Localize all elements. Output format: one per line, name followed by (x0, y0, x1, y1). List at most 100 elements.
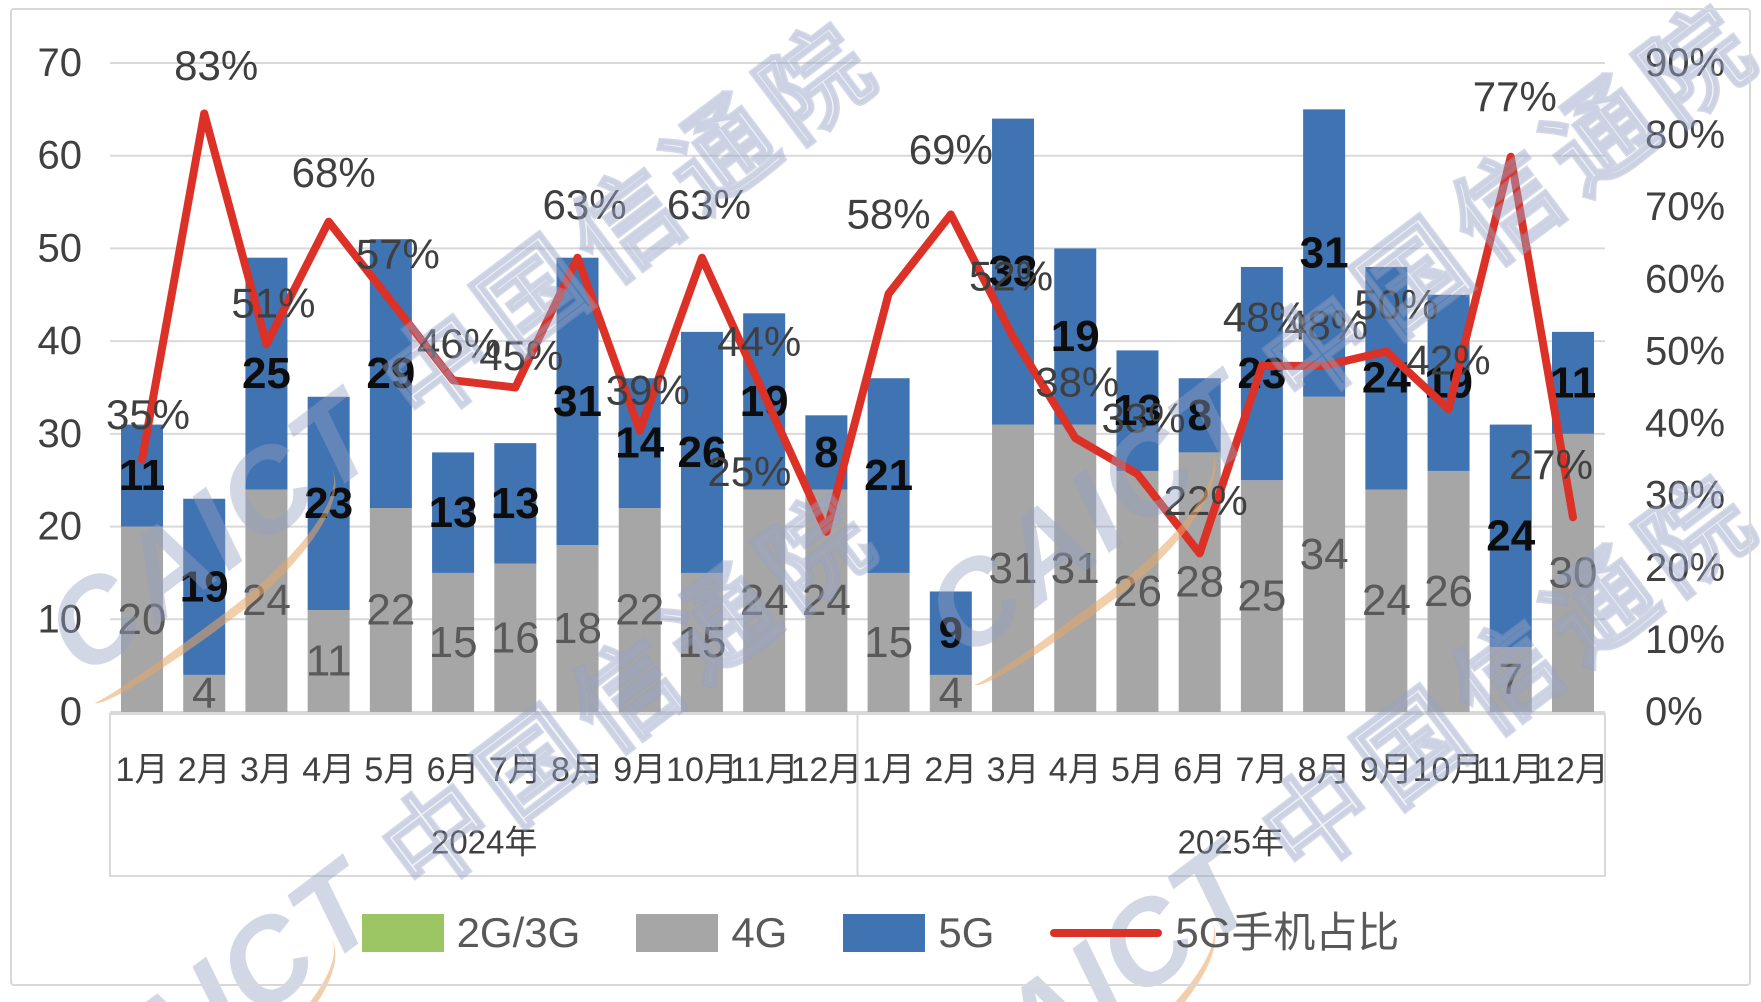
bar-label-4g: 26 (1113, 567, 1162, 616)
bar-segment-4g (556, 545, 599, 712)
bar-label-5g: 19 (1051, 312, 1100, 361)
bar-label-5g: 13 (1113, 386, 1162, 435)
x-month-label: 8月 (1298, 751, 1351, 789)
bar-segment-4g (432, 572, 475, 712)
x-month-label: 9月 (1360, 751, 1413, 789)
x-month-label: 4月 (302, 751, 355, 789)
bar-segment-4g (1427, 470, 1470, 712)
legend-item-5g: 5G (843, 912, 994, 954)
pct-label: 51% (231, 280, 315, 327)
left-axis-tick: 10 (38, 597, 83, 641)
bar-segment-4g (618, 508, 661, 712)
pct-label: 44% (717, 318, 801, 365)
bar-label-5g: 19 (180, 562, 229, 611)
bar-segment-4g (929, 674, 972, 712)
bar-label-4g: 7 (1499, 655, 1523, 704)
bar-segment-5g (992, 118, 1035, 425)
bar-label-4g: 20 (118, 595, 167, 644)
pct-label: 68% (292, 149, 376, 196)
pct-label: 50% (1354, 281, 1438, 328)
pct-label: 46% (417, 320, 501, 367)
x-month-label: 5月 (1111, 751, 1164, 789)
bar-label-5g: 31 (1300, 229, 1349, 278)
x-month-label: 7月 (489, 751, 542, 789)
pct-label: 38% (1035, 358, 1119, 405)
x-month-label: 11月 (1476, 751, 1545, 789)
bar-segment-5g (1303, 109, 1346, 397)
bar-label-4g: 15 (677, 618, 726, 667)
bar-label-5g: 8 (1187, 391, 1211, 440)
pct-label: 77% (1473, 73, 1557, 120)
x-month-label: 10月 (1413, 751, 1485, 789)
pct-label: 45% (479, 332, 563, 379)
bar-segment-4g (1116, 470, 1159, 712)
bar-label-5g: 11 (1550, 358, 1597, 407)
right-axis-tick: 10% (1645, 618, 1725, 662)
left-axis-tick: 40 (38, 319, 83, 363)
bar-segment-4g (1365, 489, 1408, 712)
right-axis-tick: 70% (1645, 185, 1725, 229)
left-axis-tick: 70 (38, 41, 83, 85)
bar-label-4g: 15 (864, 618, 913, 667)
bar-segment-4g (1178, 452, 1221, 712)
bar-label-5g: 13 (491, 479, 540, 528)
right-axis-tick: 0% (1645, 690, 1703, 734)
bar-label-4g: 25 (1237, 572, 1286, 621)
bar-label-4g: 34 (1300, 530, 1349, 579)
pct-label: 42% (1407, 337, 1491, 384)
pct-label: 48% (1223, 293, 1307, 340)
bar-label-4g: 24 (740, 576, 789, 625)
left-axis-tick: 0 (60, 690, 82, 734)
pct-label: 35% (106, 391, 190, 438)
bar-label-4g: 15 (429, 618, 478, 667)
bar-segment-5g (680, 331, 723, 573)
pct-label: 33% (1101, 395, 1185, 442)
bar-segment-5g (1489, 424, 1532, 648)
legend-label: 2G/3G (456, 909, 581, 956)
bar-label-5g: 31 (553, 377, 602, 426)
bar-label-5g: 24 (1486, 511, 1535, 560)
bar-segment-5g (307, 396, 350, 611)
bar-segment-5g (929, 591, 972, 675)
bar-segment-4g (494, 563, 537, 712)
bar-segment-5g (867, 378, 910, 573)
right-axis-tick: 60% (1645, 257, 1725, 301)
bar-label-4g: 28 (1175, 558, 1224, 607)
bar-segment-5g (183, 498, 226, 675)
x-month-label: 3月 (240, 751, 293, 789)
bar-segment-4g (992, 424, 1035, 712)
left-axis-tick: 20 (38, 505, 83, 549)
bar-label-5g: 26 (677, 428, 726, 477)
bar-segment-4g (867, 572, 910, 712)
bar-label-4g: 18 (553, 604, 602, 653)
x-month-label: 2月 (924, 751, 977, 789)
left-axis-tick: 50 (38, 226, 83, 270)
chart-legend: 2G/3G 4G 5G 5G手机占比 (0, 912, 1761, 954)
bar-segment-4g (307, 610, 350, 712)
x-month-label: 9月 (613, 751, 666, 789)
bar-segment-4g (121, 526, 163, 712)
x-month-label: 5月 (364, 751, 417, 789)
bar-label-4g: 30 (1549, 548, 1598, 597)
legend-label: 5G手机占比 (1175, 909, 1400, 956)
x-month-label: 8月 (551, 751, 604, 789)
right-axis-tick: 20% (1645, 546, 1725, 590)
x-month-label: 7月 (1235, 751, 1288, 789)
bar-segment-4g (1054, 424, 1097, 712)
right-axis-tick: 40% (1645, 402, 1725, 446)
bar-label-4g: 31 (989, 544, 1038, 593)
x-month-label: 11月 (730, 751, 799, 789)
bar-label-4g: 22 (615, 586, 664, 635)
pct-label: 27% (1509, 441, 1593, 488)
x-year-label: 2024年 (431, 824, 537, 861)
bar-label-4g: 26 (1424, 567, 1473, 616)
bar-label-5g: 33 (989, 247, 1038, 296)
legend-item-4g: 4G (636, 912, 787, 954)
legend-item-2g3g: 2G/3G (361, 909, 581, 956)
bar-segment-5g (1365, 266, 1408, 490)
pct-label: 63% (542, 181, 626, 228)
bar-label-5g: 8 (814, 428, 838, 477)
bar-label-4g: 24 (802, 576, 851, 625)
left-axis-tick: 30 (38, 412, 83, 456)
bar-label-5g: 13 (429, 488, 478, 537)
